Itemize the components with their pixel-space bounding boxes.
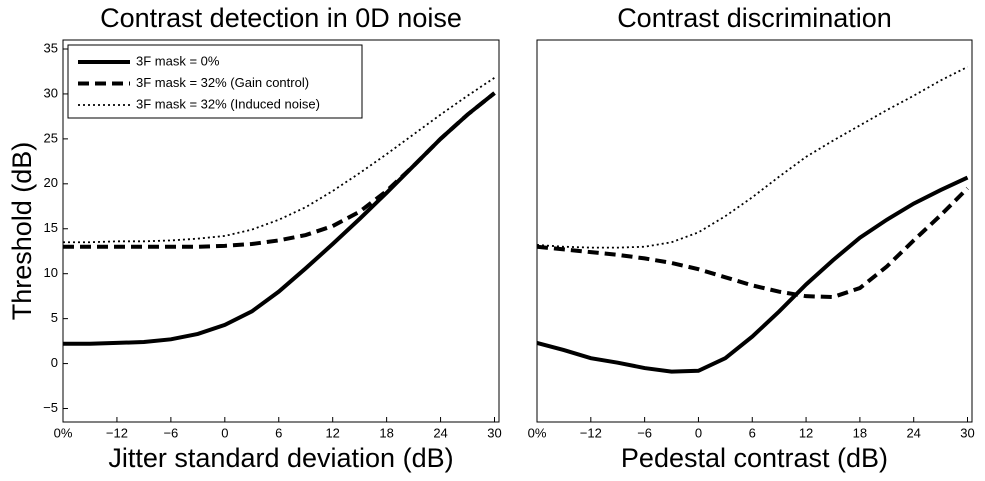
y-axis-label: Threshold (dB) bbox=[7, 142, 37, 321]
x-tick-label: 6 bbox=[749, 425, 756, 440]
y-tick-label: 20 bbox=[44, 175, 58, 190]
x-axis-label: Pedestal contrast (dB) bbox=[621, 443, 888, 473]
data-line bbox=[536, 175, 969, 374]
x-tick-label: 30 bbox=[487, 425, 501, 440]
x-tick-label: 0 bbox=[695, 425, 702, 440]
x-tick-label: −6 bbox=[637, 425, 652, 440]
plot-area bbox=[62, 39, 500, 423]
y-tick-label: 5 bbox=[51, 310, 58, 325]
x-tick-label: −12 bbox=[106, 425, 128, 440]
plot-area bbox=[536, 39, 973, 423]
y-tick-label: 35 bbox=[44, 40, 58, 55]
y-tick-label: 0 bbox=[51, 355, 58, 370]
x-tick-label: 24 bbox=[433, 425, 447, 440]
y-tick-label: 25 bbox=[44, 130, 58, 145]
x-tick-label: 0% bbox=[528, 425, 547, 440]
x-tick-label: 0 bbox=[221, 425, 228, 440]
data-line bbox=[63, 77, 496, 244]
y-tick-label: 10 bbox=[44, 265, 58, 280]
chart-title: Contrast detection in 0D noise bbox=[100, 3, 462, 33]
legend-label: 3F mask = 32% (Induced noise) bbox=[136, 96, 320, 111]
y-tick-label: 15 bbox=[44, 220, 58, 235]
y-tick-label: −5 bbox=[43, 400, 58, 415]
x-tick-label: 0% bbox=[54, 425, 73, 440]
data-line bbox=[63, 91, 496, 249]
legend-label: 3F mask = 32% (Gain control) bbox=[136, 75, 309, 90]
x-tick-label: 30 bbox=[960, 425, 974, 440]
data-line bbox=[63, 91, 496, 346]
x-tick-label: −12 bbox=[580, 425, 602, 440]
x-axis-label: Jitter standard deviation (dB) bbox=[108, 443, 453, 473]
legend-label: 3F mask = 0% bbox=[136, 53, 220, 68]
x-tick-label: 12 bbox=[799, 425, 813, 440]
x-tick-label: 18 bbox=[379, 425, 393, 440]
y-tick-label: 30 bbox=[44, 85, 58, 100]
x-tick-label: 24 bbox=[906, 425, 920, 440]
x-tick-label: 12 bbox=[325, 425, 339, 440]
x-tick-label: 18 bbox=[853, 425, 867, 440]
x-tick-label: −6 bbox=[163, 425, 178, 440]
x-tick-label: 6 bbox=[275, 425, 282, 440]
data-line bbox=[536, 186, 969, 300]
chart-title: Contrast discrimination bbox=[617, 3, 892, 33]
data-line bbox=[536, 66, 968, 249]
